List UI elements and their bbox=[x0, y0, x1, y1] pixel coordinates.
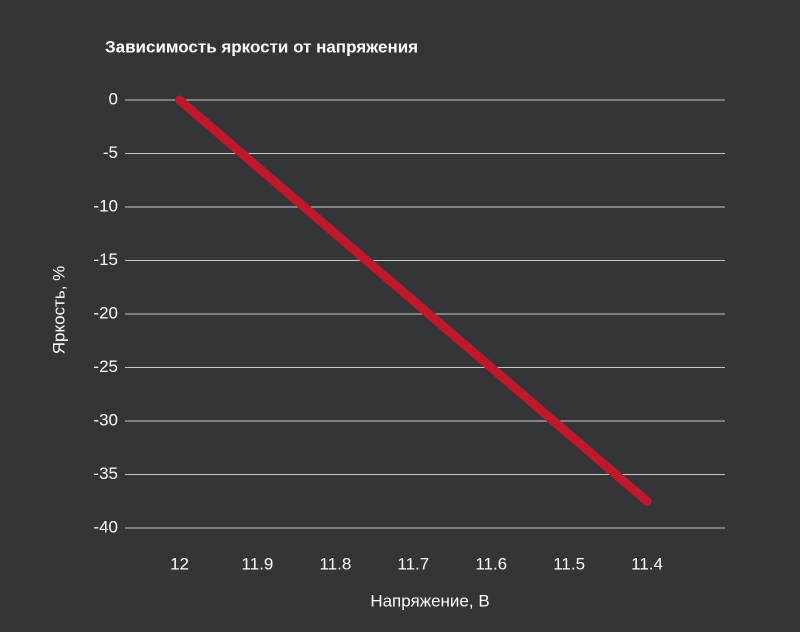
y-tick-label: -20 bbox=[93, 303, 118, 322]
y-tick-label: -30 bbox=[93, 410, 118, 429]
x-tick-label: 11.7 bbox=[397, 554, 429, 573]
y-tick-label: -25 bbox=[93, 357, 118, 376]
x-tick-label: 11.4 bbox=[631, 554, 663, 573]
y-tick-label: -40 bbox=[93, 517, 118, 536]
y-tick-label: -5 bbox=[103, 143, 118, 162]
x-tick-label: 11.8 bbox=[319, 554, 351, 573]
x-axis-label: Напряжение, В bbox=[370, 591, 489, 610]
y-tick-label: -10 bbox=[93, 196, 118, 215]
x-tick-label: 12 bbox=[170, 554, 189, 573]
x-tick-label: 11.5 bbox=[553, 554, 585, 573]
x-tick-label: 11.9 bbox=[242, 554, 274, 573]
y-tick-label: -35 bbox=[93, 464, 118, 483]
y-tick-label: -15 bbox=[93, 250, 118, 269]
x-tick-label: 11.6 bbox=[475, 554, 507, 573]
chart-title: Зависимость яркости от напряжения bbox=[105, 37, 418, 56]
data-line bbox=[175, 95, 652, 506]
y-tick-label: 0 bbox=[109, 89, 118, 108]
y-axis-label: Яркость, % bbox=[49, 266, 68, 355]
